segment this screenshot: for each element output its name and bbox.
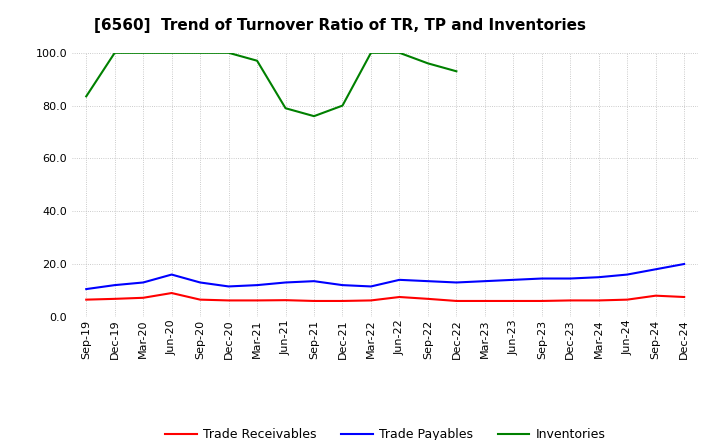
Trade Receivables xyxy=(537,298,546,304)
Trade Receivables xyxy=(282,297,290,303)
Trade Receivables xyxy=(167,290,176,296)
Trade Payables xyxy=(652,267,660,272)
Trade Payables xyxy=(82,286,91,292)
Trade Payables xyxy=(395,277,404,282)
Trade Payables xyxy=(253,282,261,288)
Inventories xyxy=(395,50,404,55)
Trade Payables xyxy=(139,280,148,285)
Trade Payables xyxy=(338,282,347,288)
Trade Payables xyxy=(310,279,318,284)
Inventories xyxy=(282,106,290,111)
Trade Payables xyxy=(452,280,461,285)
Trade Receivables xyxy=(196,297,204,302)
Inventories xyxy=(310,114,318,119)
Trade Receivables xyxy=(225,298,233,303)
Trade Receivables xyxy=(110,296,119,301)
Inventories xyxy=(196,50,204,55)
Inventories xyxy=(139,50,148,55)
Inventories xyxy=(452,69,461,74)
Trade Receivables xyxy=(310,298,318,304)
Line: Inventories: Inventories xyxy=(86,53,456,116)
Inventories xyxy=(110,50,119,55)
Legend: Trade Receivables, Trade Payables, Inventories: Trade Receivables, Trade Payables, Inven… xyxy=(161,423,610,440)
Inventories xyxy=(366,50,375,55)
Trade Payables xyxy=(366,284,375,289)
Trade Payables xyxy=(680,261,688,267)
Trade Receivables xyxy=(366,298,375,303)
Trade Receivables xyxy=(623,297,631,302)
Trade Payables xyxy=(509,277,518,282)
Trade Payables xyxy=(595,275,603,280)
Inventories xyxy=(167,50,176,55)
Trade Payables xyxy=(480,279,489,284)
Inventories xyxy=(82,94,91,99)
Text: [6560]  Trend of Turnover Ratio of TR, TP and Inventories: [6560] Trend of Turnover Ratio of TR, TP… xyxy=(94,18,585,33)
Trade Receivables xyxy=(680,294,688,300)
Trade Receivables xyxy=(82,297,91,302)
Trade Receivables xyxy=(338,298,347,304)
Trade Receivables xyxy=(139,295,148,301)
Inventories xyxy=(225,50,233,55)
Inventories xyxy=(253,58,261,63)
Inventories xyxy=(423,61,432,66)
Trade Receivables xyxy=(566,298,575,303)
Trade Receivables xyxy=(509,298,518,304)
Trade Payables xyxy=(225,284,233,289)
Trade Receivables xyxy=(595,298,603,303)
Line: Trade Receivables: Trade Receivables xyxy=(86,293,684,301)
Trade Payables xyxy=(566,276,575,281)
Trade Payables xyxy=(110,282,119,288)
Trade Payables xyxy=(623,272,631,277)
Inventories xyxy=(338,103,347,108)
Trade Receivables xyxy=(423,296,432,301)
Trade Receivables xyxy=(395,294,404,300)
Trade Payables xyxy=(282,280,290,285)
Line: Trade Payables: Trade Payables xyxy=(86,264,684,289)
Trade Receivables xyxy=(480,298,489,304)
Trade Payables xyxy=(423,279,432,284)
Trade Receivables xyxy=(452,298,461,304)
Trade Receivables xyxy=(652,293,660,298)
Trade Payables xyxy=(537,276,546,281)
Trade Receivables xyxy=(253,298,261,303)
Trade Payables xyxy=(196,280,204,285)
Trade Payables xyxy=(167,272,176,277)
